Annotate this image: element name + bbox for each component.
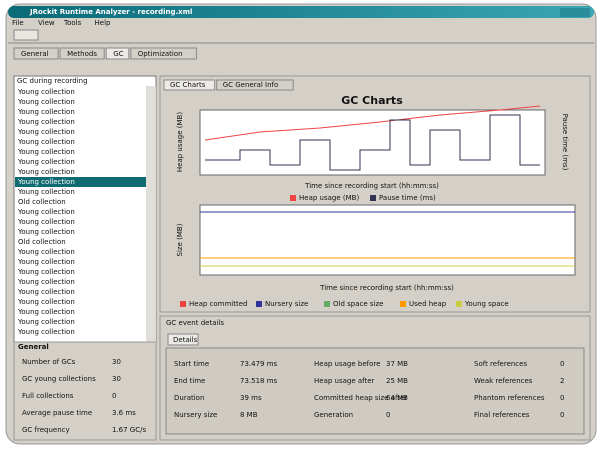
stat-value: 30 [112,358,121,366]
chart-plot [200,110,545,175]
list-item[interactable]: Young collection [17,98,75,106]
list-item[interactable]: Young collection [17,318,75,326]
list-item[interactable]: Young collection [17,108,75,116]
axis-label: Time since recording start (hh:mm:ss) [319,284,454,292]
list-item[interactable]: Young collection [17,188,75,196]
tab-label[interactable]: General [21,50,49,58]
detail-label: Heap usage after [314,377,375,385]
detail-label: Generation [314,411,353,419]
tab-label[interactable]: Details [173,336,198,344]
list-item[interactable]: Old collection [18,198,66,206]
legend-swatch [324,301,330,307]
legend-label: Heap committed [189,300,247,308]
detail-label: Start time [174,360,209,368]
stat-label: Average pause time [22,409,92,417]
list-item[interactable]: Young collection [17,268,75,276]
detail-value: 73.518 ms [240,377,278,385]
detail-value: 37 MB [386,360,408,368]
detail-label: Duration [174,394,204,402]
menu-item[interactable]: File [12,19,24,27]
axis-label: Size (MB) [176,223,184,256]
scrollbar[interactable] [146,86,156,342]
list-item[interactable]: Old collection [18,238,66,246]
list-item[interactable]: Young collection [17,208,75,216]
tab-label[interactable]: GC Charts [170,81,206,89]
menu-item[interactable]: Help [95,19,112,27]
detail-value: 39 ms [240,394,262,402]
list-item[interactable]: Young collection [17,298,75,306]
menu-item[interactable]: Tools [63,19,82,27]
legend-swatch [400,301,406,307]
detail-value: 0 [386,411,390,419]
detail-label: Final references [474,411,530,419]
tab-label[interactable]: Optimization [138,50,183,58]
list-item[interactable]: Young collection [17,278,75,286]
list-item[interactable]: Young collection [17,248,75,256]
stat-label: Number of GCs [22,358,76,366]
axis-label: Pause time (ms) [561,114,569,171]
window-controls[interactable] [560,8,590,17]
section-title: General [18,343,49,351]
list-item[interactable]: Young collection [17,148,75,156]
list-item[interactable]: Young collection [17,138,75,146]
legend-label: Pause time (ms) [379,194,436,202]
detail-value: 0 [560,394,564,402]
menu-item[interactable]: View [38,19,55,27]
section-title: GC event details [166,319,224,327]
list-item[interactable]: Young collection [17,218,75,226]
stat-label: Full collections [22,392,74,400]
legend-label: Heap usage (MB) [299,194,359,202]
detail-value: 2 [560,377,564,385]
list-item[interactable]: Young collection [17,88,75,96]
stat-label: GC young collections [22,375,96,383]
detail-label: Phantom references [474,394,545,402]
detail-value: 25 MB [386,377,408,385]
stat-value: 1.67 GC/s [112,426,146,434]
legend-label: Old space size [333,300,383,308]
legend-swatch [456,301,462,307]
tab-label[interactable]: Methods [67,50,97,58]
list-item[interactable]: Young collection [17,168,75,176]
list-item[interactable]: Young collection [17,288,75,296]
detail-label: Heap usage before [314,360,380,368]
detail-value: 0 [560,411,564,419]
legend-swatch [256,301,262,307]
legend-label: Nursery size [265,300,308,308]
axis-label: Time since recording start (hh:mm:ss) [304,182,439,190]
list-item[interactable]: Young collection [17,228,75,236]
detail-label: Weak references [474,377,533,385]
detail-value: 73.479 ms [240,360,278,368]
detail-value: 0 [560,360,564,368]
list-item[interactable]: Young collection [17,328,75,336]
stat-value: 3.6 ms [112,409,136,417]
list-item[interactable]: Young collection [17,128,75,136]
axis-label: Heap usage (MB) [176,112,184,172]
tab-label[interactable]: GC [113,50,123,58]
chart-title: GC Charts [341,94,403,107]
stat-label: GC frequency [22,426,70,434]
legend-label: Young space [464,300,509,308]
app-window: JRockit Runtime Analyzer - recording.xml… [0,0,602,449]
stat-value: 0 [112,392,116,400]
stat-value: 30 [112,375,121,383]
legend-swatch [370,195,376,201]
detail-label: Nursery size [174,411,217,419]
list-item[interactable]: Young collection [17,118,75,126]
legend-swatch [180,301,186,307]
legend-swatch [290,195,296,201]
detail-value: 64 MB [386,394,408,402]
window-title: JRockit Runtime Analyzer - recording.xml [29,8,192,16]
list-item[interactable]: Young collection [17,158,75,166]
chart-plot [200,205,575,275]
list-title: GC during recording [17,77,88,85]
detail-label: End time [174,377,205,385]
list-item[interactable]: Young collection [17,308,75,316]
legend-label: Used heap [409,300,447,308]
list-item[interactable]: Young collection [17,258,75,266]
list-item[interactable]: Young collection [17,178,75,186]
detail-label: Soft references [474,360,527,368]
toolbar-button[interactable] [14,30,38,40]
detail-value: 8 MB [240,411,258,419]
tab-label[interactable]: GC General Info [223,81,279,89]
